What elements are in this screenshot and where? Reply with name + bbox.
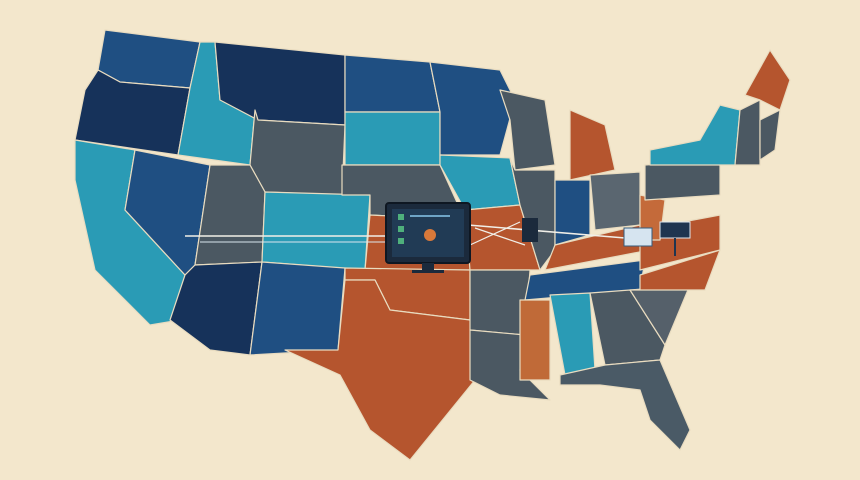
monitor-base (412, 270, 444, 273)
state-shape (499, 89, 556, 171)
arrow-line (467, 224, 626, 239)
state-shape (261, 191, 371, 271)
state-shape (249, 261, 346, 356)
state-shape (589, 171, 641, 231)
screen-icon (424, 229, 436, 241)
state-shape (519, 299, 551, 381)
state-shape (344, 111, 441, 166)
state-shape (759, 109, 781, 161)
arrow-line (474, 227, 526, 246)
screen-check (398, 238, 404, 244)
state-shape (429, 61, 516, 156)
state-shape (509, 157, 556, 271)
state-shape (344, 54, 441, 113)
state-shape (589, 289, 666, 366)
state-shape (629, 249, 721, 291)
screen-check (398, 226, 404, 232)
monitor-stand (422, 263, 434, 271)
sign-board (659, 221, 691, 239)
state-shape (744, 49, 791, 111)
overlay (185, 202, 691, 273)
screen-check (398, 214, 404, 220)
device (522, 218, 538, 242)
state-shape (569, 109, 616, 181)
state-shape (644, 159, 721, 201)
arrow-line (469, 221, 521, 246)
state-shape (559, 359, 691, 451)
sign-card (623, 227, 653, 247)
